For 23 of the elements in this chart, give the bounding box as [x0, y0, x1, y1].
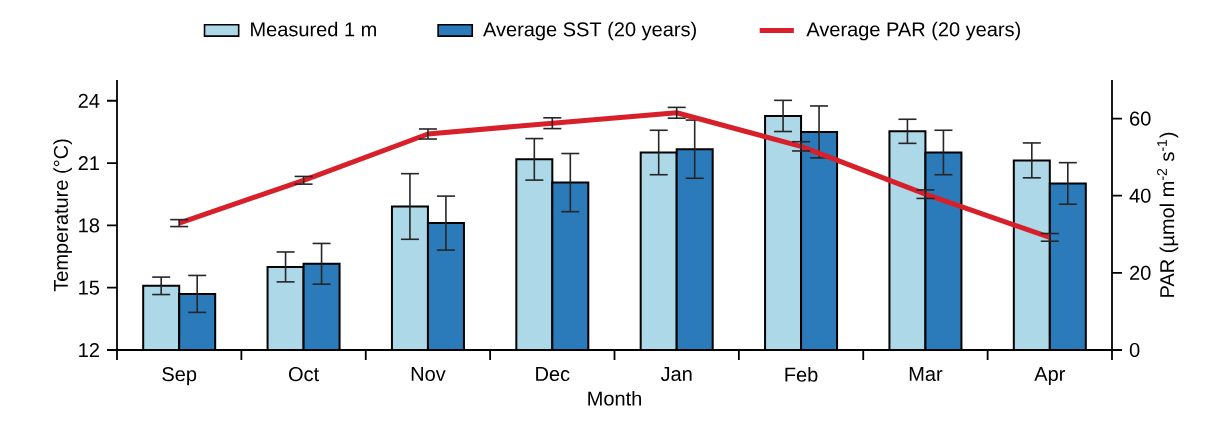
- x-tick-label: Feb: [785, 367, 818, 382]
- y-tick-label: 24: [78, 93, 100, 108]
- y-axis-title: Temperature (°C): [53, 139, 72, 292]
- y2-tick-label: 40: [1129, 188, 1151, 203]
- y-tick-label: 12: [79, 343, 99, 357]
- y-tick-label: 15: [79, 280, 100, 295]
- x-tick-label: Sep: [162, 367, 197, 386]
- x-tick-label: Apr: [1034, 367, 1066, 385]
- x-tick-label: Nov: [411, 367, 446, 382]
- y2-tick-label: 0: [1129, 342, 1140, 358]
- x-tick-label: Oct: [288, 367, 319, 382]
- y2-tick-label: 20: [1130, 265, 1151, 280]
- x-axis-title: Month: [588, 390, 641, 406]
- legend-label: Average SST (20 years): [483, 21, 696, 41]
- legend-label: Average PAR (20 years): [806, 21, 1020, 41]
- y-tick-label: 21: [78, 156, 99, 171]
- x-tick-label: Dec: [536, 367, 570, 382]
- y-tick-label: 18: [79, 218, 100, 233]
- x-tick-label: Mar: [909, 367, 943, 382]
- y2-tick-label: 60: [1130, 111, 1151, 126]
- legend-label: Measured 1 m: [251, 21, 376, 37]
- x-tick-label: Jan: [660, 367, 692, 382]
- y2-axis-title: PAR (µmol m$^{-2}$ s$^{-1}$): [1157, 132, 1179, 297]
